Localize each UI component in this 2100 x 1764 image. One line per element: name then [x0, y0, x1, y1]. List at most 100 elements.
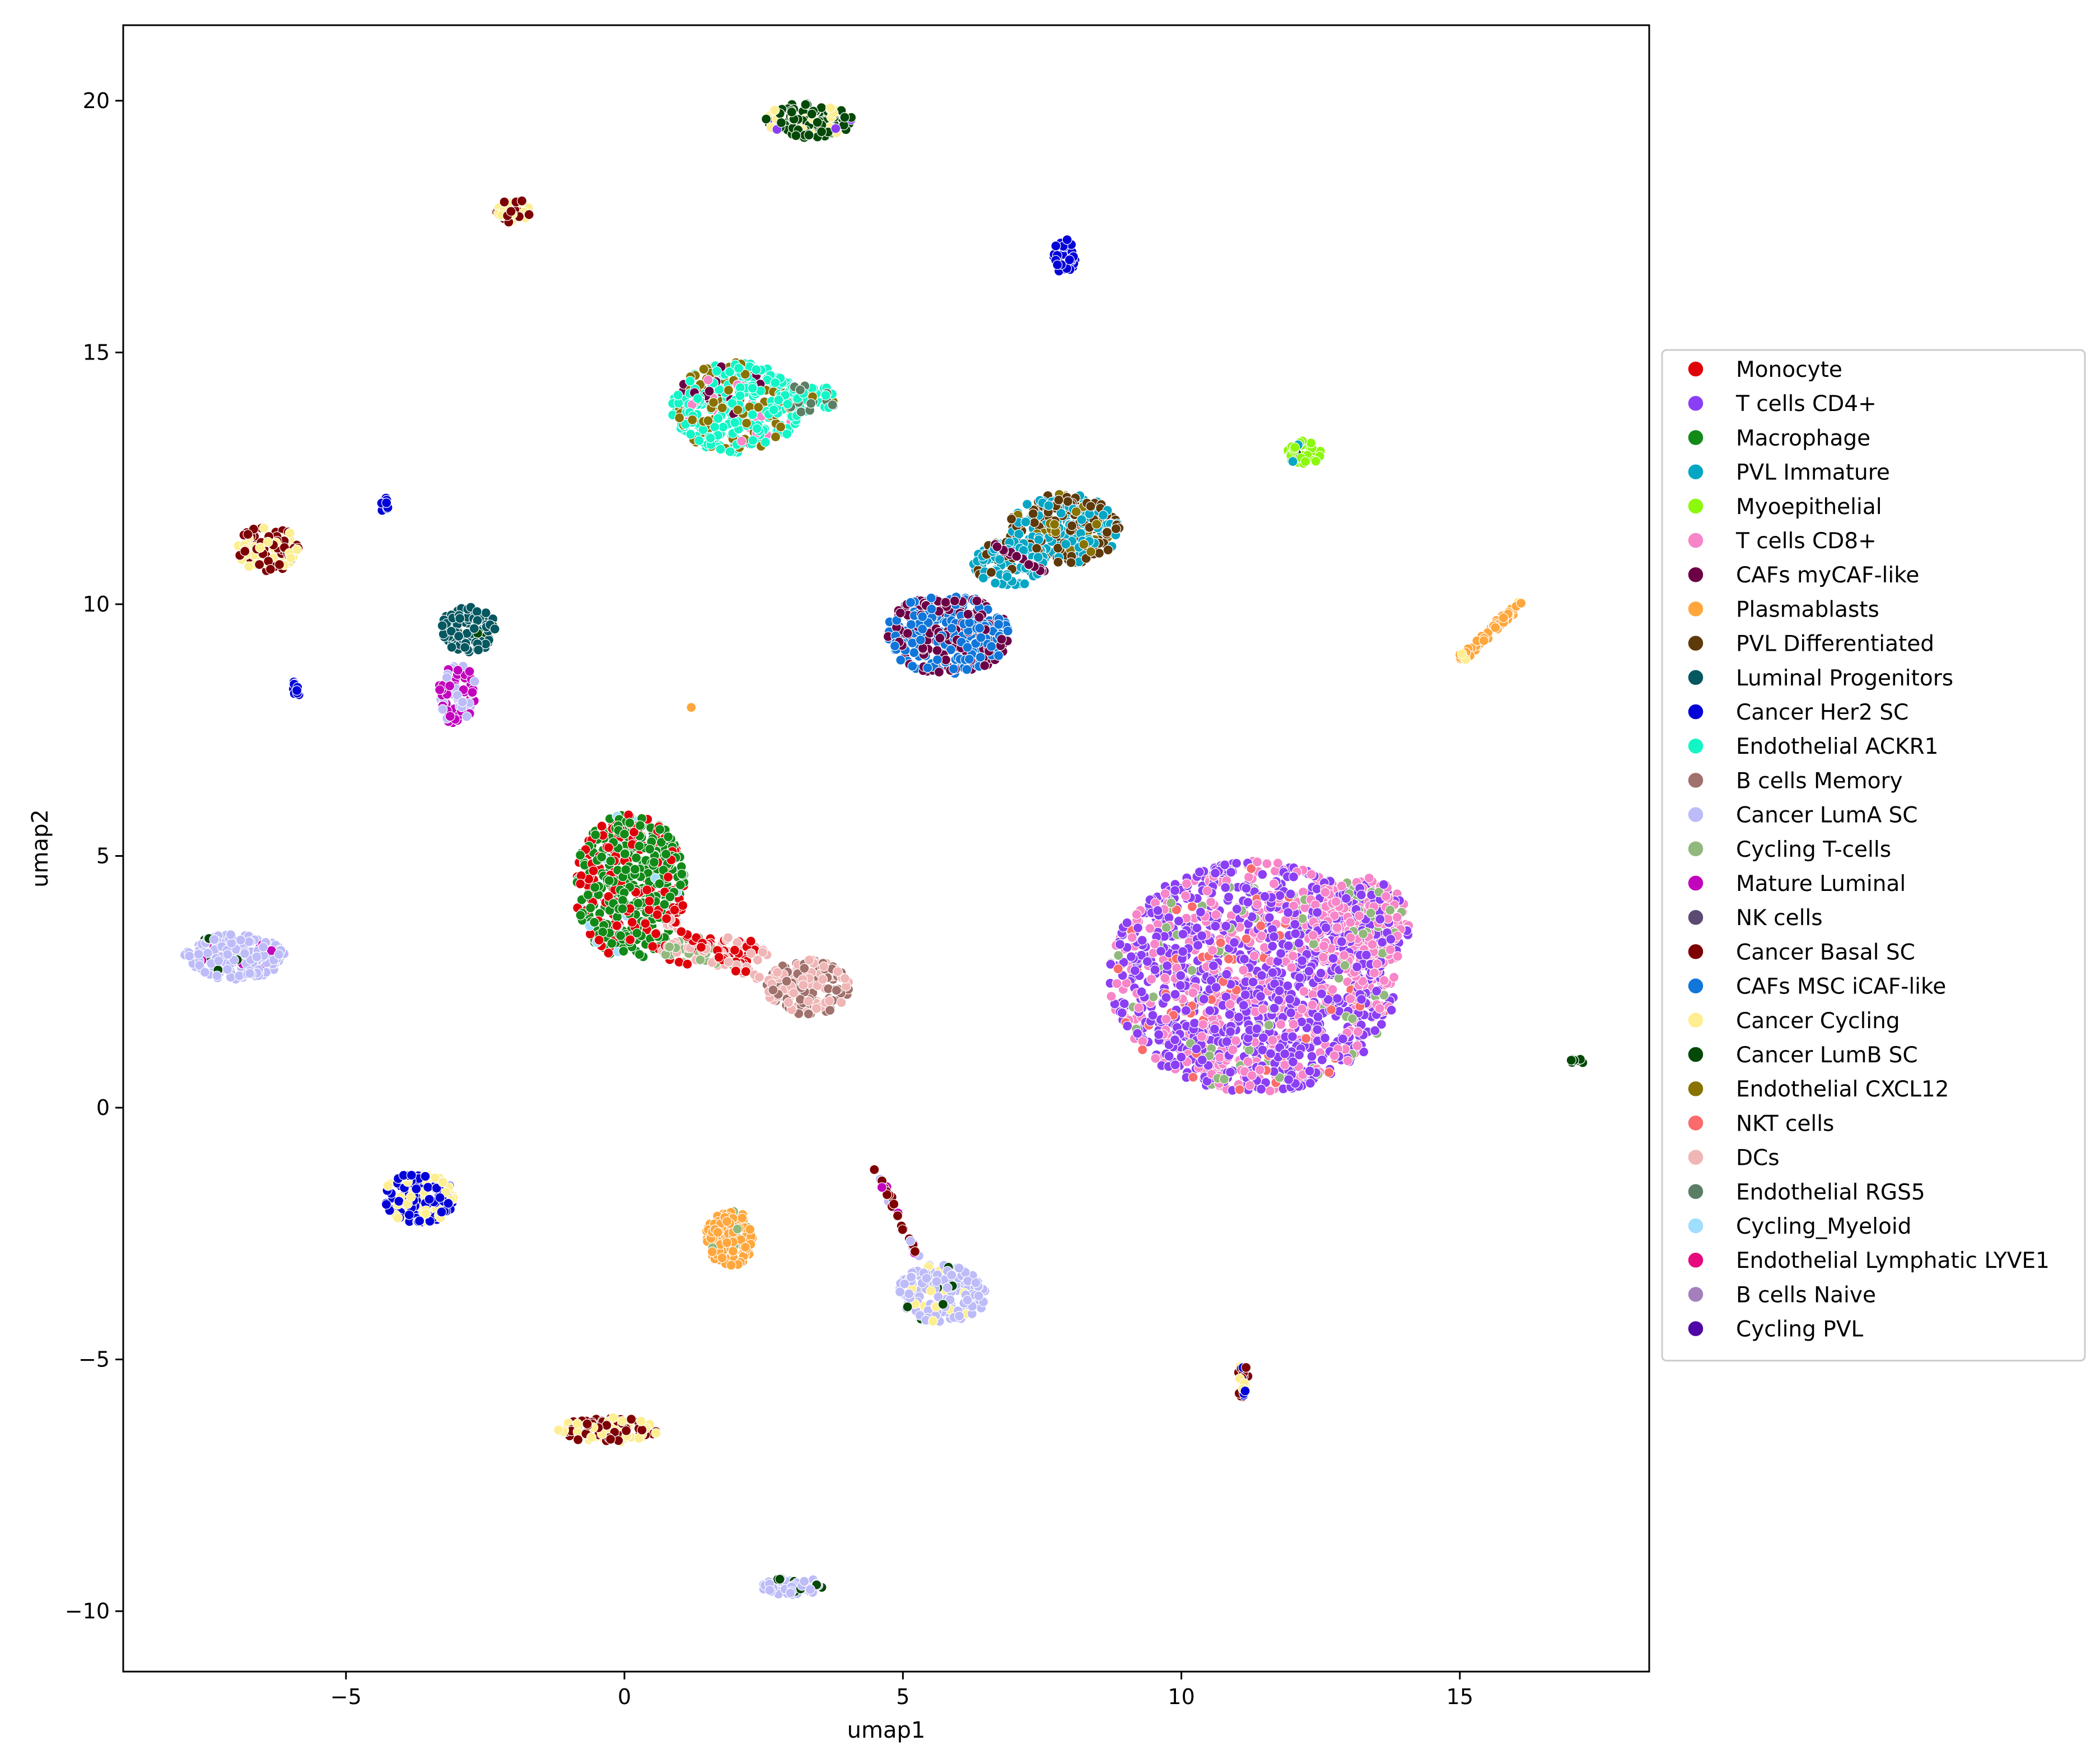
- scatter-point: [634, 820, 646, 831]
- scatter-point: [711, 366, 722, 376]
- scatter-point: [1152, 905, 1163, 916]
- scatter-point: [1110, 524, 1121, 534]
- scatter-point: [627, 917, 637, 928]
- scatter-point: [1170, 1060, 1180, 1070]
- scatter-point: [1032, 543, 1042, 554]
- scatter-point: [604, 875, 614, 886]
- scatter-point: [1194, 866, 1205, 878]
- scatter-point: [1117, 1007, 1127, 1018]
- scatter-point: [974, 623, 985, 633]
- scatter-point: [964, 654, 975, 665]
- scatter-point: [736, 436, 747, 446]
- scatter-point: [909, 647, 920, 658]
- scatter-point: [1256, 931, 1267, 941]
- scatter-point: [242, 529, 253, 540]
- scatter-point: [768, 984, 778, 995]
- scatter-point: [1364, 872, 1374, 884]
- scatter-point: [1033, 534, 1044, 545]
- scatter-point: [904, 1289, 914, 1299]
- scatter-point: [993, 650, 1004, 661]
- scatter-point: [1377, 937, 1388, 948]
- scatter-point: [685, 429, 696, 440]
- scatter-point: [722, 932, 734, 943]
- scatter-point: [772, 967, 783, 978]
- scatter-point: [1259, 891, 1270, 902]
- scatter-point: [654, 878, 665, 889]
- scatter-point: [704, 386, 715, 396]
- scatter-point: [1133, 1002, 1144, 1013]
- scatter-point: [469, 623, 479, 634]
- scatter-point: [1206, 897, 1216, 907]
- scatter-point: [1347, 1013, 1357, 1024]
- scatter-point: [732, 404, 743, 416]
- scatter-point: [1356, 889, 1366, 900]
- scatter-point: [222, 949, 233, 960]
- scatter-point: [917, 643, 928, 654]
- scatter-point: [1224, 954, 1234, 964]
- scatter-point: [437, 620, 447, 631]
- scatter-point: [1284, 1074, 1294, 1085]
- scatter-point: [1209, 1024, 1220, 1034]
- scatter-point: [1290, 919, 1300, 930]
- scatter-point: [453, 631, 464, 642]
- scatter-point: [1178, 928, 1188, 940]
- scatter-point: [1337, 1034, 1348, 1044]
- scatter-point: [712, 1227, 723, 1238]
- scatter-point: [1053, 494, 1064, 506]
- scatter-point: [590, 882, 600, 893]
- scatter-point: [823, 983, 834, 994]
- scatter-point: [1370, 1025, 1380, 1036]
- scatter-point: [446, 642, 457, 652]
- scatter-point: [1195, 907, 1206, 917]
- scatter-point: [1180, 1005, 1191, 1016]
- scatter-point: [803, 1009, 814, 1019]
- scatter-point: [1164, 1051, 1174, 1062]
- scatter-point: [1132, 922, 1144, 934]
- scatter-point: [798, 979, 809, 991]
- scatter-point: [1307, 1000, 1318, 1010]
- scatter-point: [727, 1246, 739, 1257]
- scatter-point: [1238, 965, 1249, 976]
- scatter-point: [575, 879, 586, 889]
- scatter-point: [723, 385, 734, 395]
- scatter-point: [824, 1005, 836, 1016]
- scatter-point: [1161, 922, 1172, 933]
- scatter-point: [1301, 1033, 1312, 1044]
- scatter-point: [811, 1003, 822, 1014]
- scatter-point: [1192, 940, 1203, 951]
- scatter-point: [615, 930, 626, 941]
- scatter-point: [1256, 1084, 1267, 1095]
- scatter-point: [1002, 626, 1013, 636]
- scatter-point: [1254, 1065, 1265, 1075]
- scatter-point: [1264, 1085, 1275, 1096]
- scatter-point: [1276, 1019, 1286, 1030]
- scatter-point: [1306, 869, 1317, 880]
- scatter-point: [830, 123, 841, 134]
- scatter-point: [685, 376, 696, 386]
- scatter-point: [1197, 1054, 1207, 1065]
- scatter-point: [1202, 885, 1212, 897]
- scatter-point: [258, 942, 268, 953]
- scatter-point: [612, 920, 622, 931]
- scatter-point: [978, 572, 989, 584]
- scatter-point: [1345, 993, 1356, 1004]
- scatter-point: [1288, 871, 1299, 882]
- scatter-point: [737, 1213, 748, 1224]
- scatter-point: [594, 935, 604, 945]
- scatter-point: [455, 613, 465, 624]
- scatter-point: [1258, 1004, 1268, 1015]
- scatter-point: [674, 413, 685, 423]
- scatter-point: [193, 949, 204, 960]
- scatter-point: [1221, 921, 1231, 931]
- scatter-point: [619, 829, 630, 839]
- scatter-point: [1113, 950, 1124, 961]
- scatter-point: [935, 633, 945, 643]
- scatter-point: [1252, 857, 1263, 867]
- scatter-point: [1247, 1070, 1257, 1081]
- scatter-point: [1252, 1023, 1262, 1034]
- scatter-point: [1098, 510, 1109, 521]
- scatter-point: [1175, 980, 1186, 991]
- scatter-point: [1160, 888, 1170, 899]
- scatter-point: [263, 536, 273, 548]
- scatter-point: [806, 109, 817, 119]
